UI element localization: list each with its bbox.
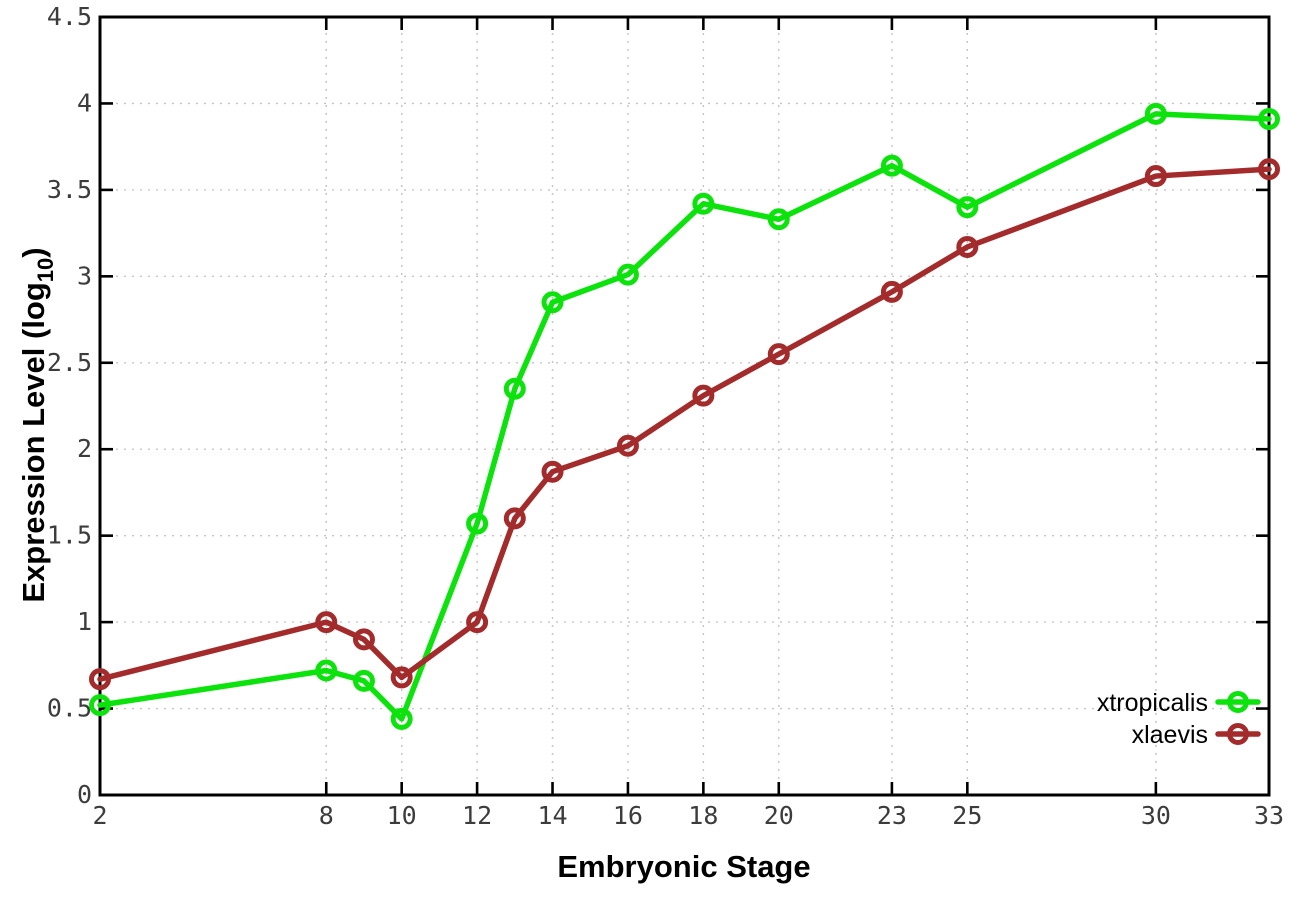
legend-marker-icon [1227,691,1249,713]
data-point-xtropicalis [880,154,903,177]
x-tick-label: 33 [1254,801,1284,830]
y-tick-label: 2 [77,434,92,463]
data-point-xlaevis [390,666,413,689]
y-tick-label: 0 [77,780,92,809]
data-point-xlaevis [466,611,489,634]
data-point-xtropicalis [390,707,413,730]
x-tick-label: 2 [92,801,107,830]
data-point-xtropicalis [616,263,639,286]
y-tick-label: 3.5 [47,175,92,204]
y-axis-title-main: Expression Level (log [16,282,51,602]
y-tick-label: 0.5 [47,694,92,723]
data-point-xlaevis [503,507,526,530]
x-tick-label: 14 [537,801,567,830]
data-point-xlaevis [541,460,564,483]
x-tick-label: 23 [877,801,907,830]
legend-entry-xlaevis: xlaevis [1132,721,1261,749]
data-point-xlaevis [1144,165,1167,188]
data-point-xlaevis [89,668,111,691]
legend-entry-xtropicalis: xtropicalis [1097,689,1261,717]
data-point-xtropicalis [541,291,564,314]
series-line-xtropicalis [97,111,1272,722]
y-tick-label: 1.5 [47,521,92,550]
x-tick-label: 30 [1141,801,1171,830]
y-tick-label: 4.5 [47,2,92,31]
data-point-xtropicalis [503,377,526,400]
data-point-xtropicalis [466,512,489,535]
y-tick-label: 1 [77,607,92,636]
data-point-xlaevis [315,611,338,634]
y-tick-label: 4 [77,88,92,117]
y-tick-label: 3 [77,261,92,290]
data-point-xtropicalis [692,192,715,215]
data-point-xlaevis [616,434,639,457]
y-axis-title-subscript: 10 [33,258,58,282]
x-tick-label: 25 [952,801,982,830]
data-point-xtropicalis [1144,102,1167,125]
data-point-xtropicalis [352,669,375,692]
legend-marker-icon [1227,723,1249,745]
y-axis-title-suffix: ) [16,247,51,257]
data-point-xlaevis [880,280,903,303]
x-tick-label: 16 [613,801,643,830]
y-tick-label: 2.5 [47,348,92,377]
data-point-xlaevis [956,235,979,258]
data-point-xlaevis [767,343,790,366]
plot-border [98,15,1271,797]
y-axis-title: Expression Level (log10) [16,247,58,602]
x-tick-label: 12 [462,801,492,830]
axis-layer: 2 8 10 12 14 16 18 20 23 25 30 33 0 0.5 1 1.5 2 2.5 3 3.5 4 4… [47,2,1284,830]
legend-label: xtropicalis [1097,689,1208,717]
data-point-xtropicalis [1258,108,1280,131]
data-point-xtropicalis [89,694,111,717]
series-line-xlaevis [97,166,1272,682]
x-tick-label: 8 [319,801,334,830]
series-layer [89,102,1280,730]
legend: xtropicalis xlaevis [1097,689,1261,749]
grid-layer [100,17,1269,795]
x-tick-label: 20 [764,801,794,830]
x-axis-title: Embryonic Stage [557,849,810,884]
x-tick-label: 10 [387,801,417,830]
data-point-xtropicalis [315,659,338,682]
legend-label: xlaevis [1132,721,1208,749]
data-point-xlaevis [692,384,715,407]
x-tick-label: 18 [688,801,718,830]
data-point-xlaevis [352,628,375,651]
data-point-xtropicalis [767,208,790,231]
data-point-xtropicalis [956,196,979,219]
data-point-xlaevis [1258,158,1280,181]
